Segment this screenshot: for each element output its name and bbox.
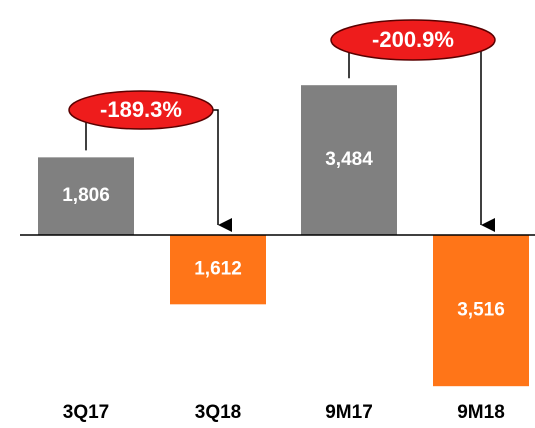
bar: [38, 157, 134, 235]
data-label: 1,612: [194, 259, 242, 280]
x-tick-label: 3Q17: [63, 402, 109, 423]
annotation-bubble: [68, 90, 214, 130]
bar: [433, 235, 529, 387]
data-label: 1,806: [62, 185, 110, 206]
data-label: 3,516: [457, 300, 505, 321]
x-tick-label: 3Q18: [195, 402, 241, 423]
bar: [170, 235, 266, 305]
x-tick-label: 9M18: [457, 402, 505, 423]
annotation: -189.3%: [100, 97, 182, 122]
annotation: -200.9%: [372, 27, 454, 52]
bar: [301, 85, 397, 235]
annotation-bubble: [330, 19, 496, 61]
data-label: 3,484: [325, 149, 373, 170]
x-tick-label: 9M17: [325, 402, 373, 423]
